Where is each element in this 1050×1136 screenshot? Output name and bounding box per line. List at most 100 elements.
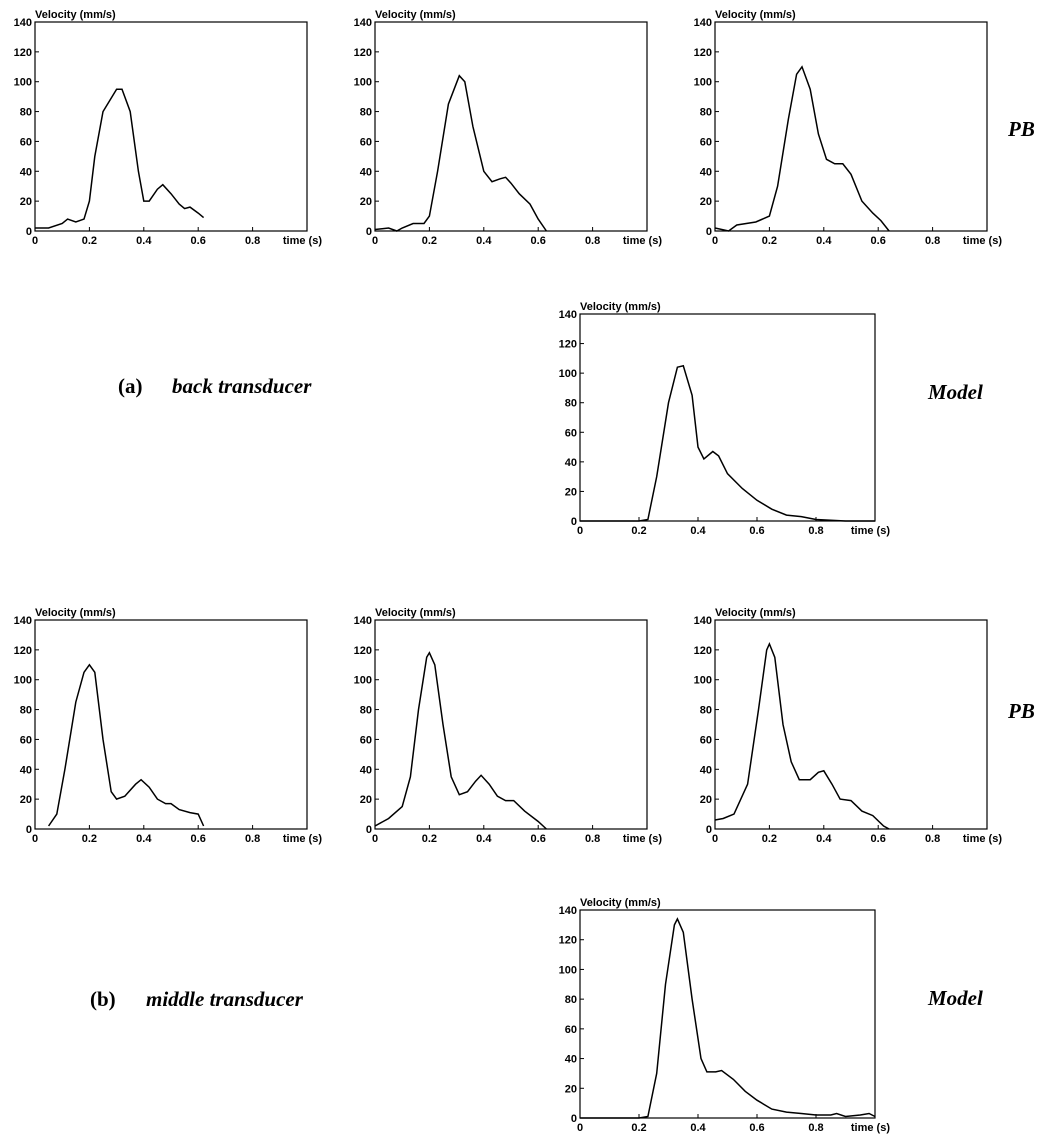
y-tick-label: 100: [354, 675, 372, 687]
x-tick-label: 0: [32, 235, 38, 247]
y-tick-label: 80: [20, 107, 32, 119]
y-tick-label: 100: [694, 675, 712, 687]
y-tick-label: 40: [20, 166, 32, 178]
x-tick-label: 0: [712, 833, 718, 845]
y-tick-label: 60: [700, 136, 712, 148]
x-tick-label: 0.4: [816, 833, 832, 845]
x-tick-label: 0.6: [871, 833, 886, 845]
panel-name: middle transducer: [146, 987, 304, 1011]
data-line: [374, 651, 547, 830]
y-tick-label: 100: [694, 77, 712, 89]
y-tick-label: 80: [700, 107, 712, 119]
y-tick-label: 60: [565, 427, 577, 439]
y-axis-label: Velocity (mm/s): [375, 9, 456, 21]
y-tick-label: 80: [700, 705, 712, 717]
plot-frame: [34, 619, 308, 830]
x-tick-label: 0.2: [631, 525, 646, 537]
x-tick-label: 0.8: [585, 833, 600, 845]
y-tick-label: 80: [360, 705, 372, 717]
y-tick-label: 60: [565, 1024, 577, 1036]
x-tick-label: 0.4: [136, 833, 152, 845]
x-tick-label: 0: [712, 235, 718, 247]
x-tick-label: 0.2: [631, 1122, 646, 1134]
y-tick-label: 120: [694, 47, 712, 59]
row-label: Model: [927, 380, 983, 404]
x-tick-label: 0.6: [191, 833, 206, 845]
y-tick-label: 40: [700, 764, 712, 776]
data-line: [580, 364, 875, 522]
y-tick-label: 40: [20, 764, 32, 776]
x-tick-label: 0.8: [808, 525, 823, 537]
x-tick-label: 0: [32, 833, 38, 845]
y-tick-label: 20: [20, 794, 32, 806]
plot-frame: [374, 21, 648, 232]
y-tick-label: 100: [559, 964, 577, 976]
panel-letter: (b): [90, 987, 116, 1011]
y-tick-label: 140: [354, 615, 372, 627]
y-tick-label: 40: [360, 166, 372, 178]
y-tick-label: 100: [14, 77, 32, 89]
y-tick-label: 0: [366, 226, 372, 238]
y-tick-label: 0: [571, 1113, 577, 1125]
x-tick-label: 0.2: [762, 235, 777, 247]
x-tick-label: 0.8: [585, 235, 600, 247]
data-line: [374, 74, 548, 232]
y-tick-label: 20: [20, 196, 32, 208]
data-line: [714, 641, 890, 830]
y-tick-label: 0: [366, 824, 372, 836]
x-tick-label: 0.2: [82, 833, 97, 845]
y-tick-label: 140: [559, 905, 577, 917]
plot-frame: [714, 21, 988, 232]
data-line: [47, 663, 205, 827]
y-axis-label: Velocity (mm/s): [375, 607, 456, 619]
y-tick-label: 20: [565, 1083, 577, 1095]
y-tick-label: 60: [20, 734, 32, 746]
y-tick-label: 20: [700, 794, 712, 806]
y-tick-label: 80: [360, 107, 372, 119]
y-tick-label: 120: [14, 47, 32, 59]
y-tick-label: 140: [354, 17, 372, 29]
y-tick-label: 40: [565, 457, 577, 469]
x-tick-label: 0: [577, 525, 583, 537]
x-tick-label: 0.2: [422, 235, 437, 247]
x-tick-label: 0.4: [476, 235, 492, 247]
y-tick-label: 140: [694, 17, 712, 29]
y-tick-label: 120: [559, 339, 577, 351]
x-axis-label: time (s): [963, 833, 1002, 845]
y-tick-label: 20: [360, 794, 372, 806]
plot-frame: [34, 21, 308, 232]
y-axis-label: Velocity (mm/s): [715, 607, 796, 619]
y-tick-label: 20: [700, 196, 712, 208]
y-tick-label: 120: [354, 47, 372, 59]
row-label: Model: [927, 986, 983, 1010]
x-axis-label: time (s): [963, 235, 1002, 247]
x-axis-label: time (s): [623, 235, 662, 247]
x-tick-label: 0.6: [749, 525, 764, 537]
x-tick-label: 0: [372, 833, 378, 845]
x-tick-label: 0.8: [925, 235, 940, 247]
y-tick-label: 80: [565, 398, 577, 410]
plot-frame: [579, 313, 876, 522]
panel-name: back transducer: [172, 374, 312, 398]
x-tick-label: 0.6: [749, 1122, 764, 1134]
y-tick-label: 60: [20, 136, 32, 148]
x-tick-label: 0.2: [422, 833, 437, 845]
y-tick-label: 80: [565, 994, 577, 1006]
data-line: [580, 917, 876, 1119]
y-axis-label: Velocity (mm/s): [35, 607, 116, 619]
x-tick-label: 0: [372, 235, 378, 247]
x-tick-label: 0.6: [871, 235, 886, 247]
x-axis-label: time (s): [283, 833, 322, 845]
y-tick-label: 140: [559, 309, 577, 321]
x-tick-label: 0.8: [808, 1122, 823, 1134]
y-tick-label: 0: [26, 824, 32, 836]
y-tick-label: 40: [360, 764, 372, 776]
x-tick-label: 0.4: [476, 833, 492, 845]
x-tick-label: 0.2: [82, 235, 97, 247]
y-tick-label: 120: [694, 645, 712, 657]
x-tick-label: 0.6: [531, 833, 546, 845]
x-tick-label: 0.8: [245, 235, 260, 247]
plot-frame: [374, 619, 648, 830]
y-axis-label: Velocity (mm/s): [580, 301, 661, 313]
